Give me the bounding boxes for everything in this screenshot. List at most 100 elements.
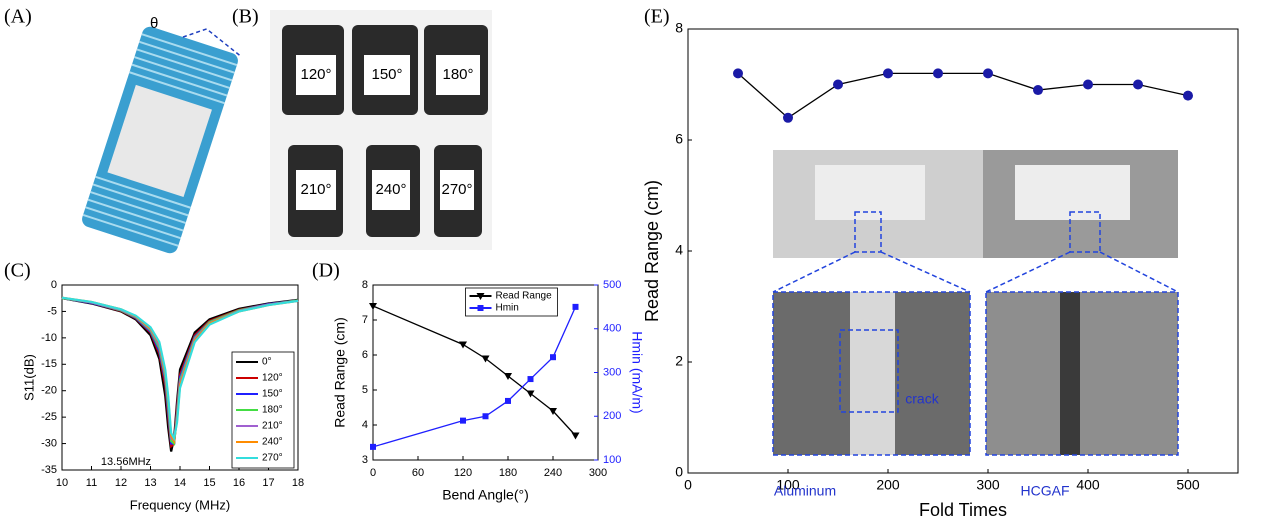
y-tick-label: -20 <box>41 385 57 397</box>
annotation: 13.56MHz <box>101 456 151 468</box>
series-line <box>372 306 577 448</box>
y-tick-label: 0 <box>675 464 683 480</box>
y-tick-label: 8 <box>675 20 683 36</box>
marker <box>833 79 843 90</box>
y-tick-label: -5 <box>47 305 57 317</box>
marker <box>1183 90 1193 101</box>
series-line <box>61 296 299 442</box>
x-tick-label: 180 <box>499 467 517 479</box>
y-tick-label: 3 <box>362 454 368 466</box>
panel-label: (B) <box>232 6 259 28</box>
x-tick-label: 200 <box>876 477 900 493</box>
x-axis-label: Frequency (MHz) <box>130 497 230 512</box>
x-tick-label: 18 <box>292 477 304 489</box>
panel-label: (C) <box>4 260 31 282</box>
panel-label: (A) <box>4 6 32 28</box>
legend-marker <box>476 293 485 300</box>
legend-label: 120° <box>262 373 283 384</box>
y-axis-label: Read Range (cm) <box>332 317 348 428</box>
marker <box>550 354 556 361</box>
photo-label: 240° <box>375 181 406 198</box>
x-tick-label: 16 <box>233 477 245 489</box>
x-tick-label: 12 <box>115 477 127 489</box>
x-tick-label: 11 <box>86 477 97 489</box>
legend-box <box>465 287 558 317</box>
panel-label: (E) <box>644 6 670 28</box>
y-axis-label: Read Range (cm) <box>642 180 662 322</box>
y2-tick-label: 300 <box>603 366 621 378</box>
x-tick-label: 17 <box>262 477 274 489</box>
legend-label: 270° <box>262 453 283 464</box>
marker <box>369 303 377 310</box>
y2-tick-label: 500 <box>603 279 621 291</box>
marker <box>504 373 512 380</box>
x-tick-label: 120 <box>454 467 472 479</box>
marker <box>572 303 579 310</box>
x-tick-label: 300 <box>589 467 607 479</box>
y-tick-label: -25 <box>41 411 57 423</box>
marker <box>733 68 743 79</box>
photo-label: 270° <box>441 181 472 198</box>
y-tick-label: -30 <box>41 437 57 449</box>
marker <box>481 355 490 363</box>
y-tick-label: 4 <box>362 419 368 431</box>
marker <box>527 376 534 383</box>
x-tick-label: 0 <box>684 477 692 493</box>
panel-label: (D) <box>312 260 340 282</box>
y-tick-label: 5 <box>362 384 368 396</box>
cylinder-drawing <box>82 26 241 254</box>
x-tick-label: 400 <box>1076 477 1100 493</box>
x-axis-label: Bend Angle(°) <box>442 487 529 503</box>
y2-tick-label: 400 <box>603 323 621 335</box>
series-line <box>737 72 1189 119</box>
y-tick-label: 7 <box>362 314 368 326</box>
y-axis-label: S11(dB) <box>21 354 36 401</box>
y2-axis-label: Hmin (mA/m) <box>629 331 645 413</box>
y-tick-label: 8 <box>362 279 368 291</box>
legend-label: 150° <box>262 389 283 400</box>
legend-label: Read Range <box>496 291 553 302</box>
marker <box>1033 85 1043 96</box>
marker <box>783 112 793 123</box>
y-tick-label: 6 <box>362 349 368 361</box>
photo-panel <box>270 10 492 250</box>
marker <box>459 341 467 349</box>
marker <box>883 68 893 79</box>
y-tick-label: -15 <box>41 358 57 370</box>
legend-label: 240° <box>262 437 283 448</box>
photo-label: 120° <box>300 66 331 83</box>
x-tick-label: 300 <box>976 477 1000 493</box>
legend-label: 0° <box>262 357 272 368</box>
legend-label: Hmin <box>496 303 519 314</box>
y-tick-label: -10 <box>41 332 57 344</box>
marker <box>370 443 376 450</box>
y-tick-label: 6 <box>675 131 683 147</box>
x-tick-label: 14 <box>174 477 186 489</box>
x-tick-label: 500 <box>1176 477 1200 493</box>
marker <box>505 397 511 404</box>
marker <box>526 390 535 398</box>
marker <box>933 68 943 79</box>
y-tick-label: 2 <box>675 353 683 369</box>
x-tick-label: 0 <box>370 467 376 479</box>
legend-label: 210° <box>262 421 283 432</box>
marker <box>460 417 466 424</box>
legend-marker <box>477 305 484 311</box>
annotation: HCGAF <box>1021 483 1070 499</box>
annotation: Aluminum <box>774 483 836 499</box>
photo-label: 150° <box>371 66 402 83</box>
marker <box>983 68 993 79</box>
inset-photos <box>772 150 1179 456</box>
series-line <box>372 305 576 436</box>
photo-label: 180° <box>442 66 473 83</box>
y2-tick-label: 200 <box>603 410 621 422</box>
marker <box>482 413 489 420</box>
marker <box>1083 79 1093 90</box>
legend-label: 180° <box>262 405 283 416</box>
photo-label: 210° <box>300 181 331 198</box>
y-tick-label: -35 <box>41 464 57 476</box>
y-tick-label: 0 <box>51 279 57 291</box>
x-tick-label: 100 <box>776 477 800 493</box>
annotation: crack <box>905 391 939 407</box>
